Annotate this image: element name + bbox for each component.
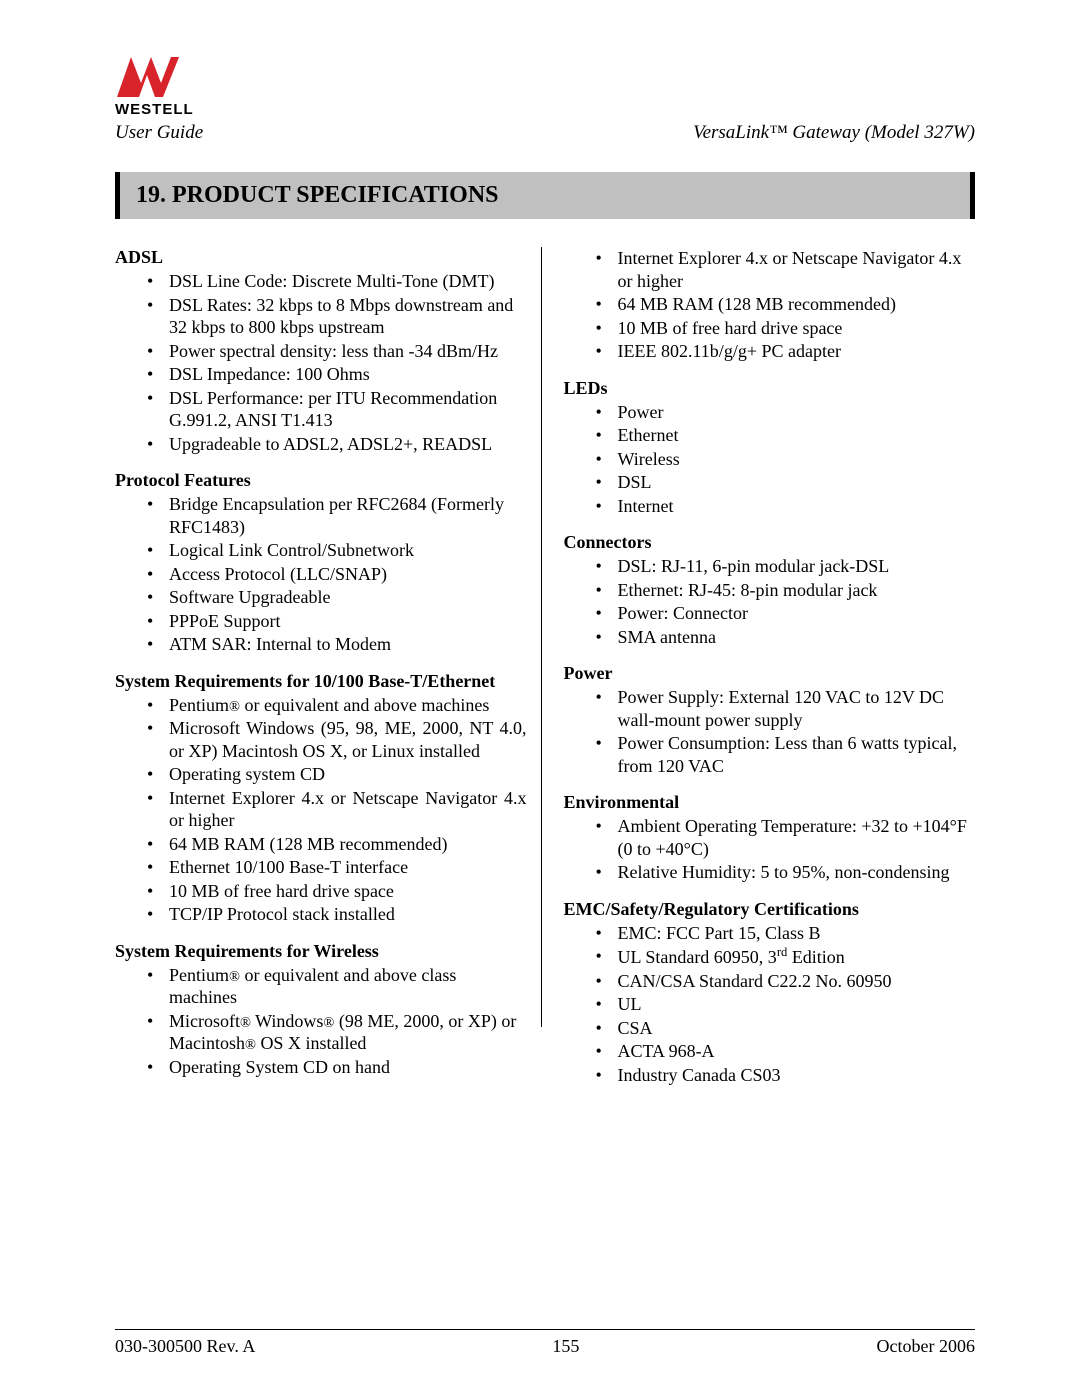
spec-list-item: DSL Performance: per ITU Recommendation … — [169, 387, 527, 433]
spec-list-item: Access Protocol (LLC/SNAP) — [169, 563, 527, 587]
footer-center: 155 — [552, 1336, 579, 1357]
left-column: ADSLDSL Line Code: Discrete Multi-Tone (… — [115, 247, 541, 1101]
spec-section: PowerPower Supply: External 120 VAC to 1… — [564, 663, 976, 778]
spec-list-item: Pentium® or equivalent and above class m… — [169, 964, 527, 1010]
spec-list-item: 64 MB RAM (128 MB recommended) — [618, 293, 976, 317]
spec-list-item: CSA — [618, 1017, 976, 1041]
spec-list-item: 10 MB of free hard drive space — [618, 317, 976, 341]
spec-list-item: Internet — [618, 495, 976, 519]
spec-list-item: Operating system CD — [169, 763, 527, 787]
spec-list-item: EMC: FCC Part 15, Class B — [618, 922, 976, 946]
spec-list: DSL: RJ-11, 6-pin modular jack-DSLEthern… — [564, 555, 976, 649]
spec-section-title: Power — [564, 663, 976, 684]
spec-list: Power Supply: External 120 VAC to 12V DC… — [564, 686, 976, 778]
spec-section-title: System Requirements for Wireless — [115, 941, 527, 962]
header-left-text: User Guide — [115, 122, 203, 144]
spec-list-item: DSL Line Code: Discrete Multi-Tone (DMT) — [169, 270, 527, 294]
section-title-bar: 19. PRODUCT SPECIFICATIONS — [115, 172, 975, 219]
spec-list: Bridge Encapsulation per RFC2684 (Former… — [115, 493, 527, 657]
spec-section: EMC/Safety/Regulatory CertificationsEMC:… — [564, 899, 976, 1088]
page-header: WESTELL User Guide VersaLink™ Gateway (M… — [115, 55, 975, 144]
spec-list-item: Microsoft Windows (95, 98, ME, 2000, NT … — [169, 717, 527, 763]
spec-list-item: Power Consumption: Less than 6 watts typ… — [618, 732, 976, 778]
spec-list-item: Internet Explorer 4.x or Netscape Naviga… — [618, 247, 976, 293]
spec-section-title: System Requirements for 10/100 Base-T/Et… — [115, 671, 527, 692]
footer-left: 030-300500 Rev. A — [115, 1336, 255, 1357]
spec-list-item: TCP/IP Protocol stack installed — [169, 903, 527, 927]
spec-section: EnvironmentalAmbient Operating Temperatu… — [564, 792, 976, 885]
spec-list-item: Power: Connector — [618, 602, 976, 626]
spec-list: PowerEthernetWirelessDSLInternet — [564, 401, 976, 519]
westell-logo-icon — [115, 55, 181, 99]
spec-list-item: Ethernet 10/100 Base-T interface — [169, 856, 527, 880]
spec-list-item: Internet Explorer 4.x or Netscape Naviga… — [169, 787, 527, 833]
section-title-text: 19. PRODUCT SPECIFICATIONS — [136, 182, 954, 209]
spec-list-item: DSL Rates: 32 kbps to 8 Mbps downstream … — [169, 294, 527, 340]
spec-list-item: DSL — [618, 471, 976, 495]
spec-section: ADSLDSL Line Code: Discrete Multi-Tone (… — [115, 247, 527, 456]
header-right-text: VersaLink™ Gateway (Model 327W) — [693, 122, 975, 144]
spec-list-item: ATM SAR: Internal to Modem — [169, 633, 527, 657]
spec-list-item: Upgradeable to ADSL2, ADSL2+, READSL — [169, 433, 527, 457]
spec-list-item: Ambient Operating Temperature: +32 to +1… — [618, 815, 976, 861]
spec-list: Pentium® or equivalent and above class m… — [115, 964, 527, 1080]
spec-list-item: Microsoft® Windows® (98 ME, 2000, or XP)… — [169, 1010, 527, 1056]
spec-list-item: Power — [618, 401, 976, 425]
spec-section: System Requirements for WirelessPentium®… — [115, 941, 527, 1080]
spec-list-item: Operating System CD on hand — [169, 1056, 527, 1080]
spec-list-item: Ethernet: RJ-45: 8-pin modular jack — [618, 579, 976, 603]
spec-list-item: UL — [618, 993, 976, 1017]
spec-list-item: DSL: RJ-11, 6-pin modular jack-DSL — [618, 555, 976, 579]
spec-list-item: Logical Link Control/Subnetwork — [169, 539, 527, 563]
spec-list-item: Relative Humidity: 5 to 95%, non-condens… — [618, 861, 976, 885]
spec-list-item: 10 MB of free hard drive space — [169, 880, 527, 904]
spec-section-title: EMC/Safety/Regulatory Certifications — [564, 899, 976, 920]
spec-list: DSL Line Code: Discrete Multi-Tone (DMT)… — [115, 270, 527, 456]
spec-list-item: Power spectral density: less than -34 dB… — [169, 340, 527, 364]
spec-list-item: PPPoE Support — [169, 610, 527, 634]
spec-list-item: Bridge Encapsulation per RFC2684 (Former… — [169, 493, 527, 539]
spec-list-item: 64 MB RAM (128 MB recommended) — [169, 833, 527, 857]
spec-list-item: ACTA 968-A — [618, 1040, 976, 1064]
spec-section-title: Protocol Features — [115, 470, 527, 491]
spec-list-item: CAN/CSA Standard C22.2 No. 60950 — [618, 970, 976, 994]
spec-list-item: Software Upgradeable — [169, 586, 527, 610]
spec-section: Internet Explorer 4.x or Netscape Naviga… — [564, 247, 976, 364]
spec-list-item: IEEE 802.11b/g/g+ PC adapter — [618, 340, 976, 364]
spec-list-item: Power Supply: External 120 VAC to 12V DC… — [618, 686, 976, 732]
logo-block: WESTELL — [115, 55, 203, 118]
spec-section-title: Environmental — [564, 792, 976, 813]
right-column: Internet Explorer 4.x or Netscape Naviga… — [542, 247, 976, 1101]
header-left-block: WESTELL User Guide — [115, 55, 203, 144]
spec-list-item: Ethernet — [618, 424, 976, 448]
spec-section: System Requirements for 10/100 Base-T/Et… — [115, 671, 527, 927]
spec-section-title: Connectors — [564, 532, 976, 553]
spec-list: Internet Explorer 4.x or Netscape Naviga… — [564, 247, 976, 364]
footer-row: 030-300500 Rev. A 155 October 2006 — [115, 1336, 975, 1357]
logo-text: WESTELL — [115, 101, 194, 118]
content-columns: ADSLDSL Line Code: Discrete Multi-Tone (… — [115, 247, 975, 1101]
spec-list: Pentium® or equivalent and above machine… — [115, 694, 527, 927]
spec-list-item: Pentium® or equivalent and above machine… — [169, 694, 527, 718]
spec-list-item: UL Standard 60950, 3rd Edition — [618, 945, 976, 970]
spec-list-item: DSL Impedance: 100 Ohms — [169, 363, 527, 387]
spec-section-title: LEDs — [564, 378, 976, 399]
spec-list-item: Wireless — [618, 448, 976, 472]
spec-section: Protocol FeaturesBridge Encapsulation pe… — [115, 470, 527, 657]
spec-section: ConnectorsDSL: RJ-11, 6-pin modular jack… — [564, 532, 976, 649]
footer-rule — [115, 1329, 975, 1330]
spec-list: Ambient Operating Temperature: +32 to +1… — [564, 815, 976, 885]
spec-list-item: SMA antenna — [618, 626, 976, 650]
footer-right: October 2006 — [877, 1336, 975, 1357]
spec-section-title: ADSL — [115, 247, 527, 268]
spec-list: EMC: FCC Part 15, Class BUL Standard 609… — [564, 922, 976, 1088]
spec-section: LEDsPowerEthernetWirelessDSLInternet — [564, 378, 976, 519]
spec-list-item: Industry Canada CS03 — [618, 1064, 976, 1088]
page-footer: 030-300500 Rev. A 155 October 2006 — [115, 1329, 975, 1357]
